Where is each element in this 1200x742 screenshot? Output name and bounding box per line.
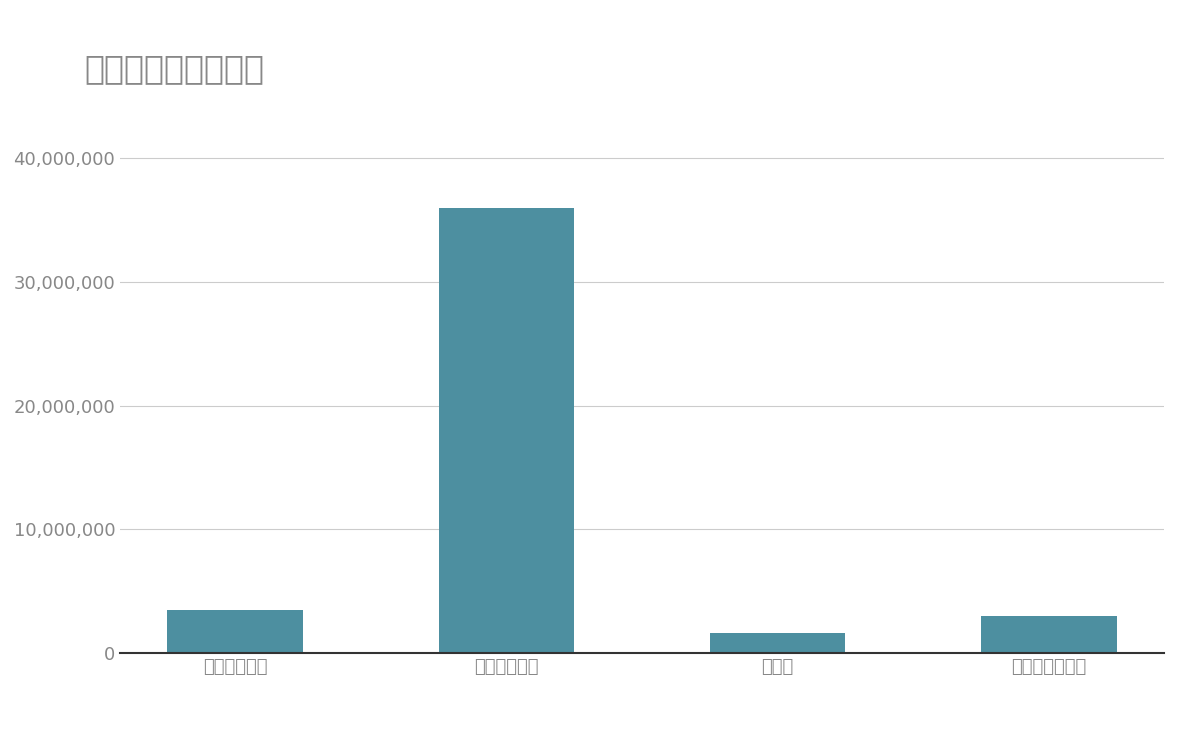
- Bar: [709, 633, 845, 653]
- Text: 競合含む年間売上高: 競合含む年間売上高: [84, 52, 264, 85]
- Bar: [980, 616, 1116, 653]
- Bar: [439, 208, 575, 653]
- Bar: [168, 610, 304, 653]
